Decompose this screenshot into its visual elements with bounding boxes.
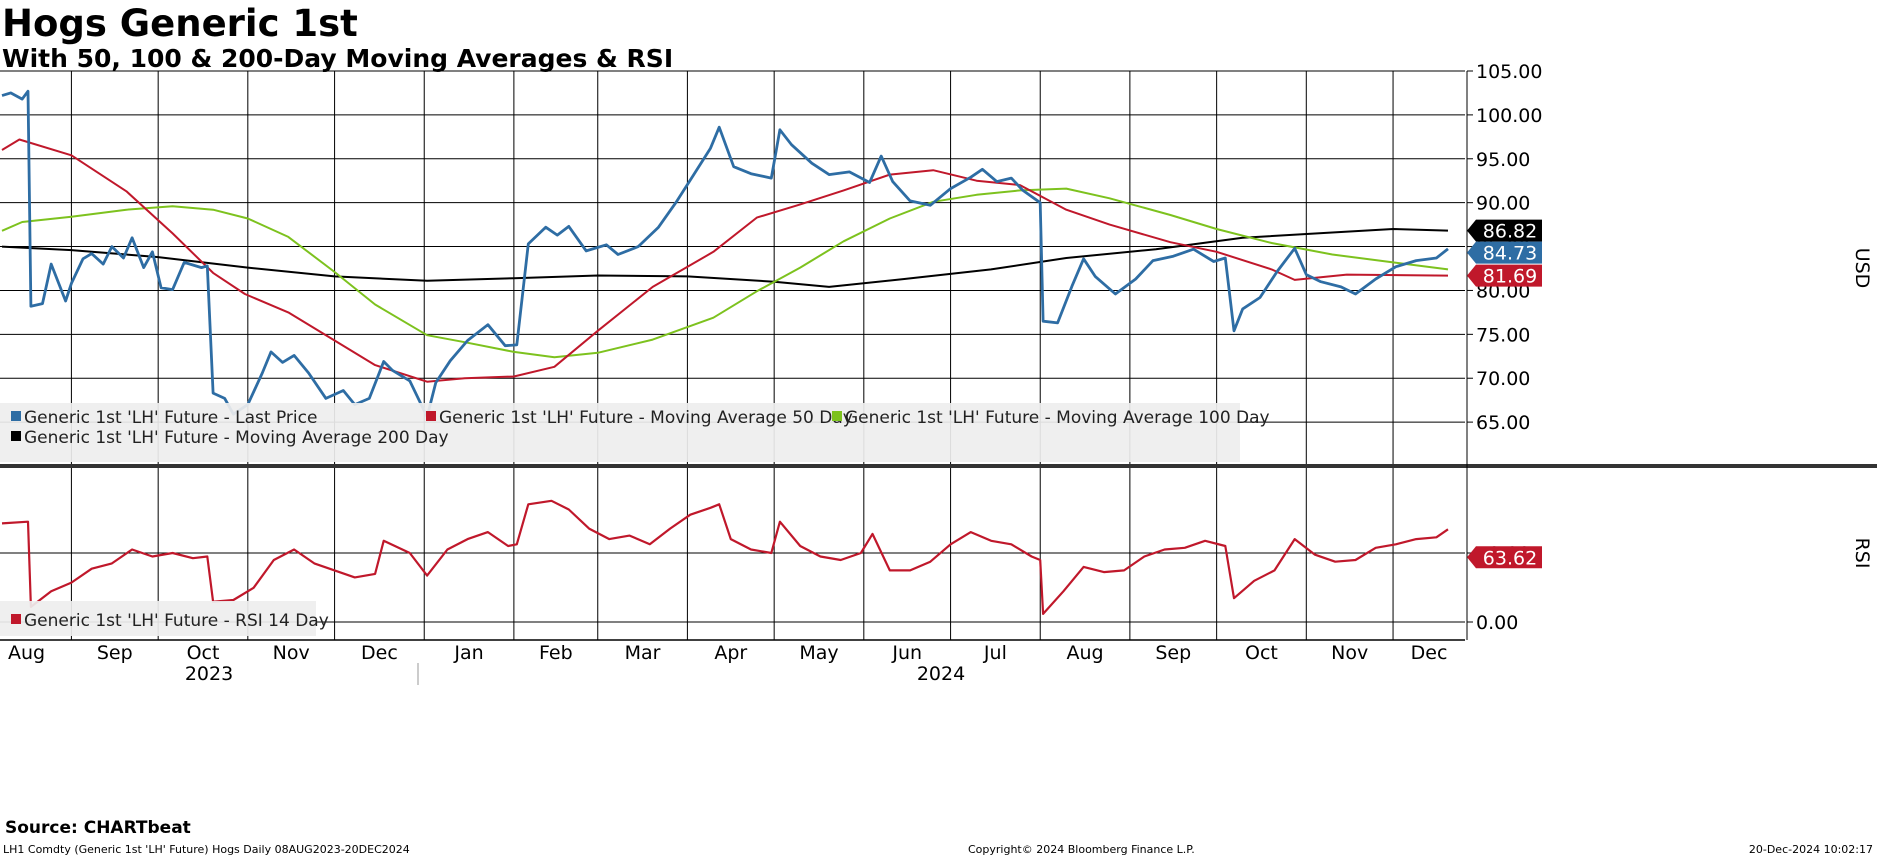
x-tick-label: Dec	[1411, 642, 1448, 664]
price-legend-box	[0, 403, 1240, 462]
legend-swatch[interactable]	[11, 431, 21, 441]
legend-label[interactable]: Generic 1st 'LH' Future - Moving Average…	[24, 428, 449, 448]
price-tick-label: 105.00	[1476, 61, 1542, 83]
x-tick-label: Feb	[539, 642, 573, 664]
legend-label[interactable]: Generic 1st 'LH' Future - Moving Average…	[845, 408, 1270, 428]
price-tick-label: 95.00	[1476, 149, 1530, 171]
x-tick-label: Jan	[453, 642, 483, 664]
source-note: Source: CHARTbeat	[5, 818, 191, 838]
legend-swatch[interactable]	[11, 614, 21, 624]
x-tick-label: Mar	[625, 642, 661, 664]
axis-layer: Aug Sep Oct Nov Dec Jan Feb Mar Apr May Jun Jul Aug S…	[8, 61, 1873, 685]
legend-swatch[interactable]	[832, 411, 842, 421]
x-tick-label: Oct	[187, 642, 220, 664]
last-value-tag	[1467, 546, 1542, 569]
last-value-label: 84.73	[1483, 243, 1537, 265]
x-tick-label: Nov	[1331, 642, 1368, 664]
legend-swatch[interactable]	[426, 411, 436, 421]
last-value-tag	[1467, 264, 1542, 287]
price-tick-label: 65.00	[1476, 412, 1530, 434]
rsi-tick-label: 0.00	[1476, 612, 1518, 634]
legend-swatch[interactable]	[11, 411, 21, 421]
series-line-generic-1st-lh-future-rsi-14-day	[1, 499, 1449, 615]
last-value-label: 81.69	[1483, 266, 1537, 288]
x-tick-label: Nov	[273, 642, 310, 664]
price-tick-label: 75.00	[1476, 324, 1530, 346]
x-tick-label: Aug	[8, 642, 45, 664]
rsi-legend-box	[0, 601, 316, 636]
last-value-tag	[1467, 219, 1542, 242]
price-axis-title: USD	[1851, 248, 1873, 289]
legend-label[interactable]: Generic 1st 'LH' Future - Last Price	[24, 408, 317, 428]
footer-copyright: Copyright© 2024 Bloomberg Finance L.P.	[968, 843, 1195, 856]
legend-label[interactable]: Generic 1st 'LH' Future - Moving Average…	[439, 408, 853, 428]
x-tick-label: Jun	[891, 642, 922, 664]
x-tick-label: May	[799, 642, 838, 664]
chart-subtitle: With 50, 100 & 200-Day Moving Averages &…	[2, 44, 674, 73]
footer-timestamp: 20-Dec-2024 10:02:17	[1748, 843, 1873, 856]
x-tick-label: Apr	[714, 642, 747, 664]
price-tick-label: 100.00	[1476, 105, 1542, 127]
x-tick-label: Jul	[983, 642, 1007, 664]
last-value-label: 63.62	[1483, 547, 1537, 569]
chart-title: Hogs Generic 1st	[2, 2, 358, 45]
legend-label[interactable]: Generic 1st 'LH' Future - RSI 14 Day	[24, 611, 329, 631]
x-tick-label: Sep	[1155, 642, 1191, 664]
x-year-label: 2023	[185, 663, 233, 685]
series-line-generic-1st-lh-future-last-price	[1, 89, 1449, 419]
last-value-tag	[1467, 241, 1542, 264]
x-year-label: 2024	[917, 663, 965, 685]
footer-ticker-info: LH1 Comdty (Generic 1st 'LH' Future) Hog…	[3, 843, 410, 856]
x-tick-label: Sep	[97, 642, 133, 664]
legend-layer[interactable]: Generic 1st 'LH' Future - Last Price Gene…	[0, 403, 1270, 636]
x-tick-label: Dec	[361, 642, 398, 664]
series-line-generic-1st-lh-future-moving-average-200-day	[1, 228, 1449, 288]
price-tick-label: 70.00	[1476, 368, 1530, 390]
series-line-generic-1st-lh-future-moving-average-100-day	[1, 187, 1449, 359]
price-tick-label: 90.00	[1476, 193, 1530, 215]
last-value-label: 86.82	[1483, 221, 1537, 243]
x-tick-label: Aug	[1066, 642, 1103, 664]
series-layer	[1, 89, 1449, 615]
series-line-generic-1st-lh-future-moving-average-50-day	[1, 138, 1449, 383]
x-tick-label: Oct	[1245, 642, 1278, 664]
rsi-axis-title: RSI	[1851, 538, 1873, 569]
